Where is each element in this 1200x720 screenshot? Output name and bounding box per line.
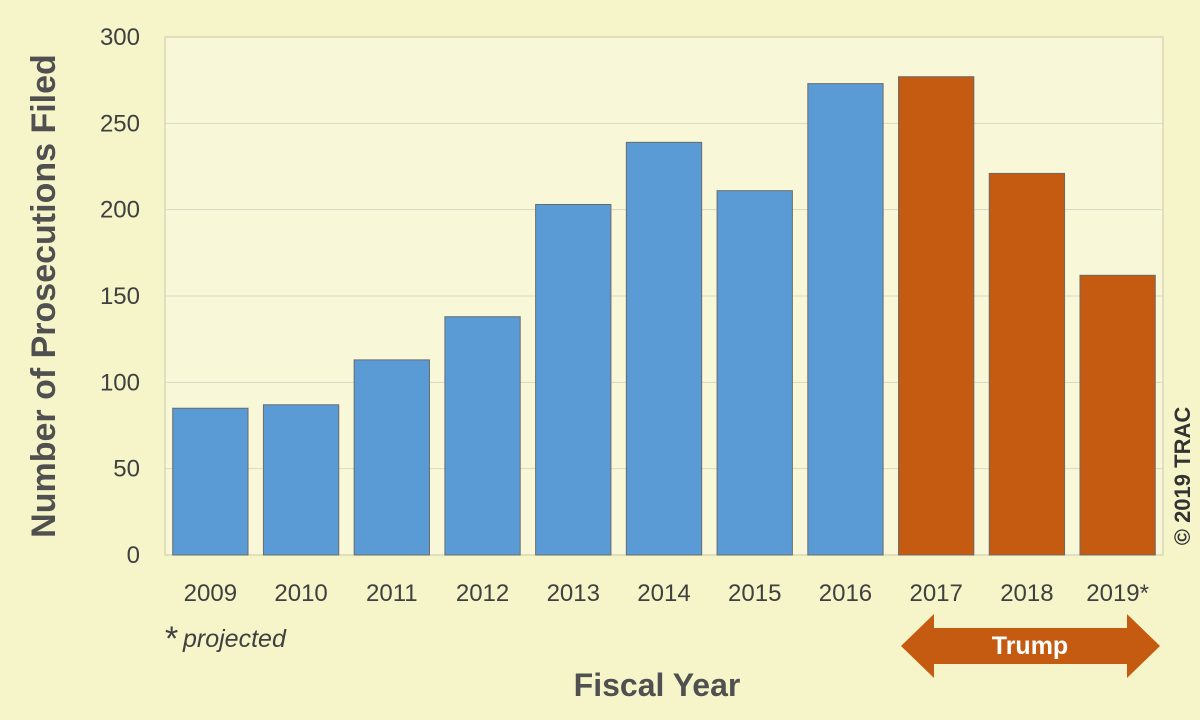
y-tick-label: 250 [100,110,140,137]
x-tick-label: 2011 [366,580,418,607]
bar-2015 [716,190,793,556]
x-tick-label: 2017 [909,580,962,607]
bar-2013 [535,203,612,556]
bar-2017 [898,76,975,556]
y-tick-label: 100 [100,369,140,396]
bar-2009 [172,407,249,556]
y-tick-label: 200 [100,197,140,224]
copyright-label: © 2019 TRAC [1170,407,1195,546]
bar-2019 [1079,274,1156,556]
y-tick-label: 50 [113,456,140,483]
y-tick-label: 0 [127,542,140,569]
x-tick-label: 2014 [637,580,690,607]
y-tick-labels: 0 50 100 150 200 250 300 [100,24,140,569]
y-tick-label: 300 [100,24,140,51]
x-tick-label: 2016 [819,580,872,607]
x-tick-label: 2013 [547,580,600,607]
bar-2016 [807,83,884,556]
x-tick-labels: 2009 2010 2011 2012 2013 2014 2015 2016 2017 2018… [184,580,1149,607]
x-tick-label: 2012 [456,580,509,607]
footnote-text: projected [182,625,287,653]
x-tick-label: 2018 [1000,580,1053,607]
bar-2010 [262,404,340,556]
footnote-star: * [165,620,178,658]
bar-2012 [444,316,521,556]
x-tick-label: 2019* [1086,580,1149,607]
bar-2018 [988,172,1066,556]
trump-period-arrow [901,614,1160,678]
x-tick-label: 2010 [274,580,327,607]
trump-period-label: Trump [992,632,1068,660]
x-tick-label: 2009 [184,580,237,607]
y-axis-title: Number of Prosecutions Filed [25,54,63,538]
y-tick-label: 150 [100,283,140,310]
bars [172,76,1156,556]
bar-2014 [625,141,703,556]
bar-2011 [353,359,430,556]
x-tick-label: 2015 [728,580,781,607]
x-axis-title: Fiscal Year [574,667,741,703]
